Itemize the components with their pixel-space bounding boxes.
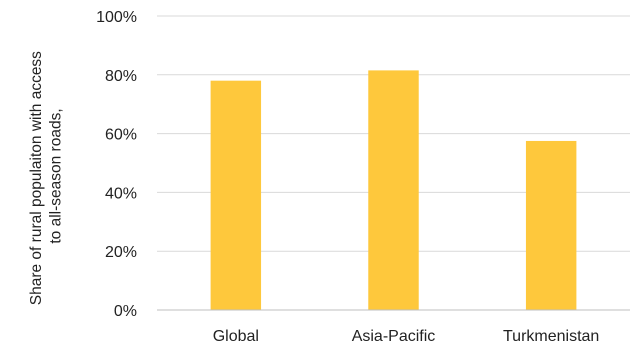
y-tick-label: 60% (105, 127, 137, 144)
bar (368, 70, 419, 310)
y-tick-label: 20% (105, 244, 137, 261)
bar (210, 80, 262, 311)
x-tick-label: Asia-Pacific (352, 328, 436, 345)
y-axis-label-line-2: to all-season roads, (47, 108, 64, 243)
y-axis-label-line-1: Share of rural populaiton with access (28, 51, 45, 305)
y-axis-tick-labels: 0% 20% 40% 60% 80% 100% (96, 9, 137, 320)
x-tick-label: Turkmenistan (503, 328, 599, 345)
y-tick-label: 80% (105, 68, 137, 85)
x-tick-label: Global (213, 328, 259, 345)
x-axis-tick-labels: Global Asia-Pacific Turkmenistan (213, 328, 600, 345)
y-tick-label: 40% (105, 185, 137, 202)
y-axis-label: Share of rural populaiton with access to… (28, 47, 64, 305)
bars (210, 70, 577, 311)
y-tick-label: 100% (96, 9, 137, 26)
y-tick-label: 0% (114, 303, 137, 320)
bar (525, 140, 577, 310)
